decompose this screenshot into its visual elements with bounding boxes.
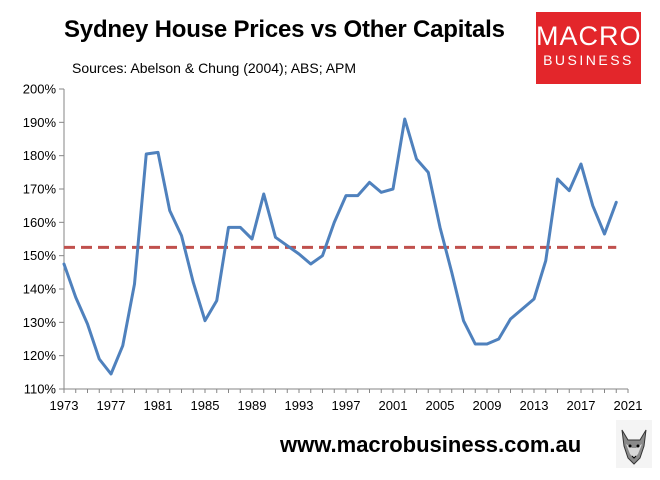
x-tick-label: 2021 [614,398,643,413]
x-tick-label: 2013 [520,398,549,413]
chart-title: Sydney House Prices vs Other Capitals [64,16,505,43]
series-line-sydney [62,117,618,376]
y-tick-label: 180% [23,148,57,163]
y-tick-label: 110% [24,382,57,397]
y-tick-label: 170% [23,182,57,197]
x-tick-label: 1997 [332,398,361,413]
x-tick-label: 1985 [191,398,220,413]
x-tick-label: 1989 [238,398,267,413]
x-tick-label: 2005 [426,398,455,413]
logo-line-2: BUSINESS [543,52,634,68]
x-tick-label: 2001 [379,398,408,413]
logo-line-1: MACRO [536,21,642,51]
y-tick-label: 190% [23,115,57,130]
y-tick-label: 150% [23,248,57,263]
y-tick-label: 160% [23,215,57,230]
y-tick-label: 140% [23,282,57,297]
x-tick-label: 2009 [473,398,502,413]
x-tick-label: 1973 [50,398,79,413]
x-tick-label: 1993 [285,398,314,413]
x-tick-label: 1981 [144,398,173,413]
chart-subtitle: Sources: Abelson & Chung (2004); ABS; AP… [72,60,357,76]
y-tick-label: 120% [23,348,57,363]
x-tick-label: 1977 [97,398,126,413]
x-tick-label: 2017 [567,398,596,413]
macro-business-logo: MACRO BUSINESS [536,12,641,84]
wolf-mascot-icon [616,420,652,468]
y-tick-label: 200% [23,82,57,97]
website-url: www.macrobusiness.com.au [280,432,582,457]
y-tick-label: 130% [23,315,57,330]
